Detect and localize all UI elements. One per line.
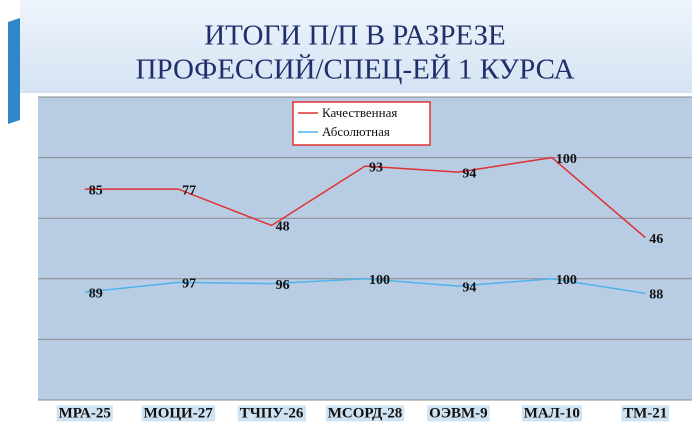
data-label: 100 [556, 152, 577, 167]
data-label: 85 [89, 183, 103, 198]
data-label: 96 [276, 278, 290, 293]
title-line: ПРОФЕССИЙ/СПЕЦ-ЕЙ 1 КУРСА [136, 54, 575, 86]
x-tick-label-bg [56, 405, 113, 422]
series-line [84, 278, 646, 295]
title-line: ИТОГИ П/П В РАЗРЕЗЕ [204, 20, 506, 52]
data-label: 46 [649, 232, 663, 247]
x-tick-label-bg [427, 405, 490, 422]
plot-area [38, 97, 692, 400]
data-label: 97 [182, 277, 196, 292]
data-label: 94 [462, 166, 476, 181]
series-line [84, 156, 646, 239]
x-tick-label-bg [141, 405, 216, 422]
title-box [20, 0, 692, 93]
x-tick-label: ОЭВМ-9 [429, 405, 488, 421]
data-label: 89 [89, 286, 103, 301]
data-label: 94 [462, 280, 476, 295]
accent-strip [8, 18, 20, 124]
x-tick-label: ТЧПУ-26 [240, 405, 304, 421]
x-tick-label: МАЛ-10 [524, 405, 580, 421]
data-label: 88 [649, 288, 663, 303]
data-label: 100 [556, 273, 577, 288]
data-label: 48 [276, 220, 290, 235]
x-tick-label: МСОРД-28 [328, 405, 403, 421]
x-tick-label: МРА-25 [59, 405, 111, 421]
data-label: 93 [369, 160, 383, 175]
x-tick-label-bg [621, 405, 670, 422]
legend [292, 101, 431, 146]
x-tick-label-bg [325, 405, 405, 422]
legend-label: Абсолютная [322, 124, 390, 139]
data-label: 77 [182, 183, 196, 198]
x-tick-label: ТМ-21 [623, 405, 667, 421]
legend-label: Качественная [322, 105, 397, 120]
x-tick-label-bg [521, 405, 582, 422]
data-label: 100 [369, 273, 390, 288]
x-tick-label: МОЦИ-27 [144, 405, 214, 421]
x-tick-label-bg [237, 405, 306, 422]
